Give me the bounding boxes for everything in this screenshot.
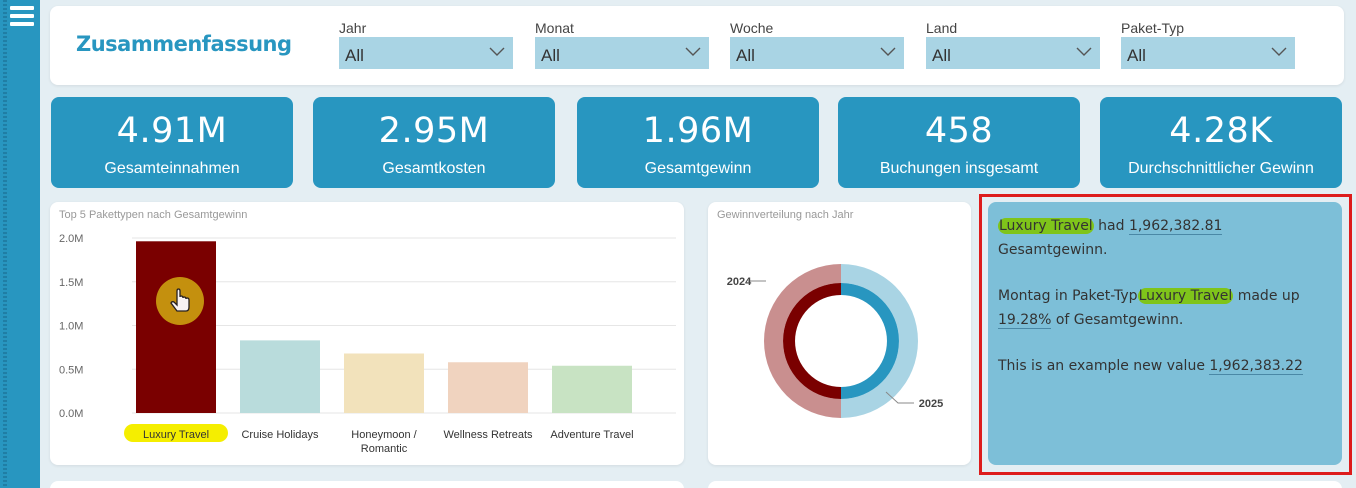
kpi-card-durchschnittlicher-gewinn[interactable]: 4.28K Durchschnittlicher Gewinn [1100,97,1342,188]
chevron-down-icon [1271,47,1287,56]
selection-frame [979,194,1352,475]
x-tick-label: Adventure Travel [550,429,633,441]
y-tick-label: 1.5M [59,277,83,289]
kpi-label: Durchschnittlicher Gewinn [1128,160,1314,177]
kpi-value: 4.91M [116,111,228,151]
y-tick-label: 0.0M [59,408,83,420]
bottom-card-left [50,481,684,488]
narrative-value: 19.28% [998,312,1052,329]
filter-woche: Woche All [730,20,904,69]
filter-value: All [541,46,560,65]
filter-label: Paket-Typ [1121,20,1185,36]
highlighted-package: Luxury Travel [998,218,1094,234]
filter-value: All [932,46,951,65]
sidebar-stripe [3,0,7,488]
kpi-value: 2.95M [378,111,490,151]
filter-land: Land All [926,20,1100,69]
donut-chart: 2024 2025 [727,264,943,418]
kpi-value: 1.96M [642,111,754,151]
x-tick-label: Luxury Travel [143,429,209,441]
filter-dropdown-woche[interactable]: All [730,37,904,69]
donut-label-2024: 2024 [727,276,752,288]
bar-chart-title: Top 5 Pakettypen nach Gesamtgewinn [59,209,248,221]
x-tick-label: Cruise Holidays [241,429,319,441]
cursor-highlight [156,277,204,325]
filter-dropdown-land[interactable]: All [926,37,1100,69]
donut-label-2025: 2025 [919,398,943,410]
narrative-paragraph-2: Montag in Paket-TypLuxury Travel made up… [998,284,1332,332]
kpi-card-gesamteinnahmen[interactable]: 4.91M Gesamteinnahmen [51,97,293,188]
chevron-down-icon [685,47,701,56]
bar-adventure-travel[interactable] [552,365,632,413]
narrative-text: of Gesamtgewinn. [1051,312,1184,328]
filter-paket-typ: Paket-Typ All [1121,20,1295,69]
kpi-value: 458 [924,111,994,151]
y-tick-label: 0.5M [59,364,83,376]
donut-outer-slice-2025[interactable] [841,264,918,418]
narrative-text: made up [1233,288,1300,304]
narrative-text: Gesamtgewinn. [998,242,1108,258]
header-card: Zusammenfassung Jahr All Monat All Woche… [50,6,1344,85]
filter-label: Monat [535,20,574,36]
filter-dropdown-paket-typ[interactable]: All [1121,37,1295,69]
narrative-paragraph-1: Luxury Travel had 1,962,382.81 Gesamtgew… [998,214,1332,262]
bar-chart-card: Top 5 Pakettypen nach Gesamtgewinn 0.0M 0… [50,202,684,465]
narrative-paragraph-3: This is an example new value 1,962,383.2… [998,354,1332,378]
narrative-text: This is an example new value [998,358,1210,374]
filter-monat: Monat All [535,20,709,69]
donut-chart-title: Gewinnverteilung nach Jahr [717,209,854,221]
narrative-value: 1,962,382.81 [1128,218,1223,235]
donut-inner-slice-2024[interactable] [783,283,841,399]
kpi-value: 4.28K [1169,111,1273,151]
chevron-down-icon [1076,47,1092,56]
x-tick-label: Wellness Retreats [443,429,533,441]
y-tick-label: 2.0M [59,233,83,245]
selected-category-highlight [124,424,228,442]
hand-pointer-icon [170,288,190,312]
bar-chart: 0.0M 0.5M 1.0M 1.5M 2.0M Luxury Travel Cruise … [59,233,676,455]
filter-label: Jahr [339,20,367,36]
hamburger-icon[interactable] [10,6,34,28]
filter-value: All [1127,46,1146,65]
highlighted-package: Luxury Travel [1137,288,1234,304]
smart-narrative-panel[interactable]: Luxury Travel had 1,962,382.81 Gesamtgew… [988,202,1342,465]
bar-wellness-retreats[interactable] [448,362,528,413]
donut-chart-card: Gewinnverteilung nach Jahr 2024 2025 [708,202,971,465]
filter-value: All [736,46,755,65]
kpi-card-buchungen[interactable]: 458 Buchungen insgesamt [838,97,1080,188]
kpi-card-gesamtgewinn[interactable]: 1.96M Gesamtgewinn [577,97,819,188]
y-tick-label: 1.0M [59,321,83,333]
x-tick-label: Romantic [361,443,408,455]
filter-dropdown-monat[interactable]: All [535,37,709,69]
filter-jahr: Jahr All [339,20,513,69]
kpi-label: Gesamteinnahmen [104,160,240,177]
bottom-card-right [708,481,1342,488]
donut-inner-slice-2025[interactable] [841,283,899,399]
bar-honeymoon-romantic[interactable] [344,353,424,414]
narrative-text: Montag in Paket-Typ [998,288,1138,304]
sidebar [0,0,40,488]
filter-label: Woche [730,20,774,36]
leader-line [885,391,914,404]
bar-cruise-holidays[interactable] [240,340,320,413]
kpi-label: Gesamtkosten [382,160,486,177]
narrative-text: had [1093,218,1129,234]
x-tick-label: Honeymoon / [351,429,417,441]
chevron-down-icon [489,47,505,56]
narrative-value: 1,962,383.22 [1209,358,1303,375]
kpi-card-gesamtkosten[interactable]: 2.95M Gesamtkosten [313,97,555,188]
filter-label: Land [926,20,958,36]
bar-luxury-travel[interactable] [136,241,216,413]
kpi-label: Buchungen insgesamt [879,160,1039,177]
kpi-label: Gesamtgewinn [644,160,752,177]
filter-value: All [345,46,364,65]
filter-dropdown-jahr[interactable]: All [339,37,513,69]
donut-outer-slice-2024[interactable] [764,264,841,418]
page-title: Zusammenfassung [76,32,292,56]
chevron-down-icon [880,47,896,56]
